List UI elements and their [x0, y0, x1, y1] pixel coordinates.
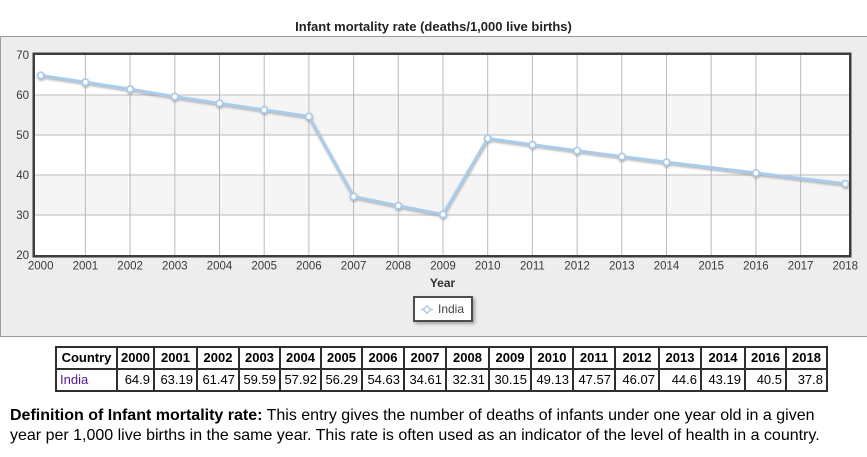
svg-text:2015: 2015	[698, 261, 724, 273]
svg-text:60: 60	[16, 90, 29, 102]
svg-text:2017: 2017	[788, 261, 814, 273]
svg-text:2012: 2012	[564, 261, 590, 273]
svg-text:2009: 2009	[430, 261, 456, 273]
svg-text:30: 30	[16, 210, 29, 222]
svg-text:2002: 2002	[117, 261, 143, 273]
svg-text:40: 40	[16, 170, 29, 182]
svg-text:2004: 2004	[207, 261, 233, 273]
svg-text:2000: 2000	[28, 261, 54, 273]
svg-text:20: 20	[16, 250, 29, 262]
svg-text:2011: 2011	[520, 261, 545, 273]
svg-text:2016: 2016	[743, 261, 769, 273]
svg-text:2006: 2006	[296, 261, 322, 273]
svg-text:50: 50	[16, 130, 29, 142]
svg-text:2014: 2014	[654, 261, 680, 273]
svg-text:2013: 2013	[609, 261, 635, 273]
svg-text:2007: 2007	[341, 261, 367, 273]
svg-text:2010: 2010	[475, 261, 501, 273]
svg-text:2008: 2008	[386, 261, 412, 273]
svg-text:2001: 2001	[73, 261, 99, 273]
svg-text:2005: 2005	[251, 261, 277, 273]
svg-text:2018: 2018	[833, 261, 859, 273]
svg-text:2003: 2003	[162, 261, 188, 273]
svg-text:70: 70	[16, 50, 29, 62]
